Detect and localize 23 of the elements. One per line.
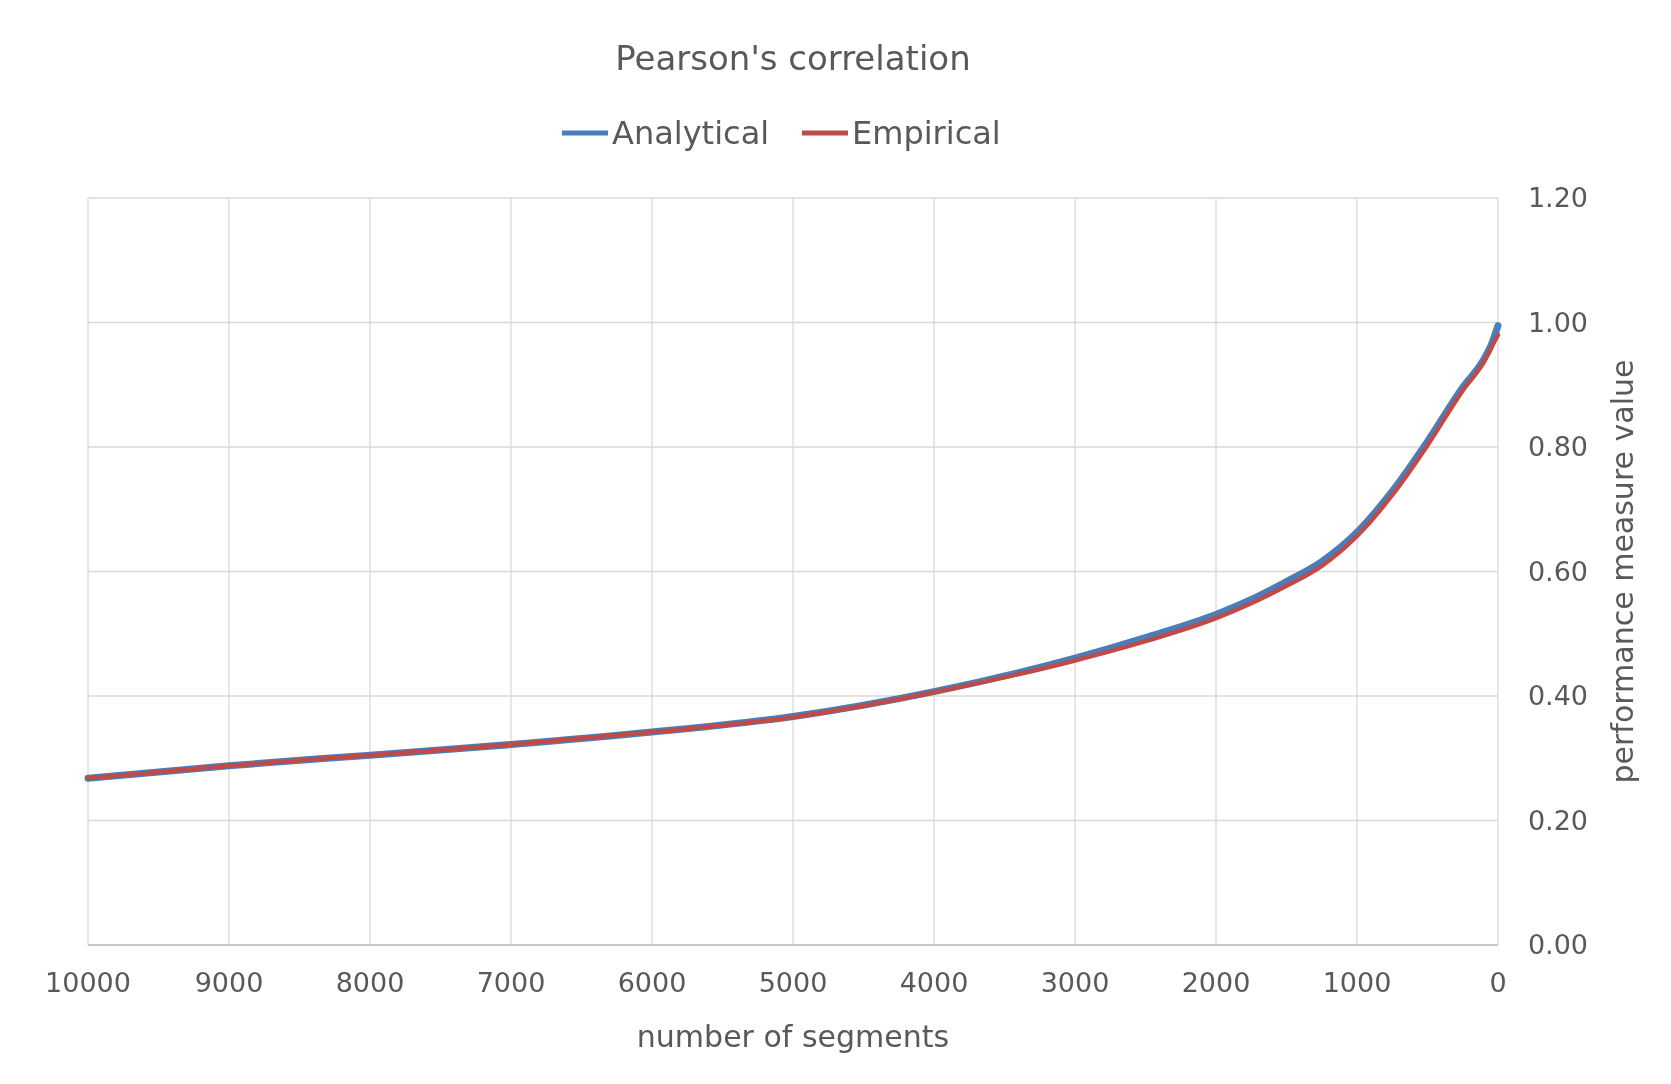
y-axis-title: performance measure value	[1605, 359, 1640, 784]
legend-label: Empirical	[852, 114, 1001, 152]
y-tick-label: 1.20	[1527, 182, 1588, 213]
x-tick-label: 0	[1489, 967, 1507, 998]
legend-label: Analytical	[612, 114, 770, 152]
x-tick-label: 2000	[1181, 967, 1251, 998]
x-tick-label: 1000	[1322, 967, 1392, 998]
x-tick-label: 7000	[476, 967, 546, 998]
y-tick-label: 0.60	[1527, 555, 1588, 587]
chart-title: Pearson's correlation	[615, 38, 971, 78]
x-tick-label: 10000	[45, 967, 131, 998]
x-tick-label: 9000	[194, 967, 264, 998]
x-tick-label: 4000	[899, 967, 969, 998]
y-tick-label: 0.80	[1527, 431, 1588, 462]
y-tick-label: 0.00	[1527, 929, 1588, 960]
y-tick-label: 0.40	[1527, 680, 1588, 711]
y-tick-label: 1.00	[1527, 306, 1588, 338]
x-axis-title: number of segments	[636, 1019, 950, 1054]
x-tick-label: 8000	[335, 967, 405, 998]
x-tick-label: 6000	[617, 967, 687, 998]
x-tick-label: 3000	[1040, 967, 1110, 998]
x-tick-label: 5000	[758, 967, 828, 998]
y-tick-label: 0.20	[1527, 804, 1588, 836]
